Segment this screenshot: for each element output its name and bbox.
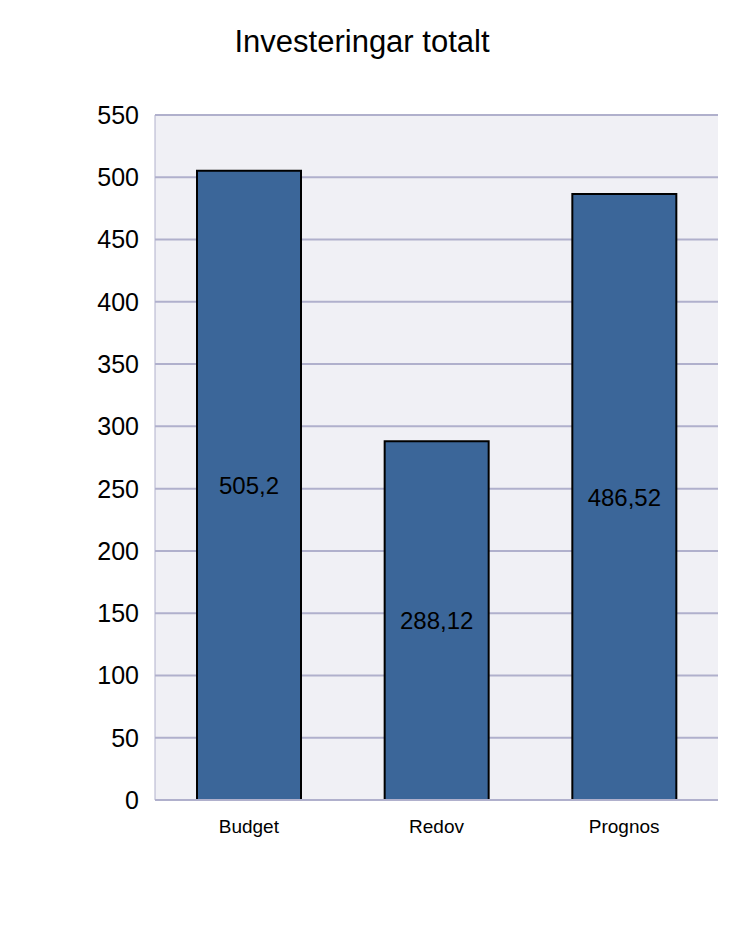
svg-text:50: 50	[111, 724, 139, 752]
svg-text:350: 350	[97, 350, 139, 378]
svg-text:288,12: 288,12	[400, 607, 473, 634]
svg-text:300: 300	[97, 412, 139, 440]
svg-text:200: 200	[97, 537, 139, 565]
svg-text:150: 150	[97, 599, 139, 627]
svg-text:505,2: 505,2	[219, 472, 279, 499]
svg-text:Prognos: Prognos	[589, 816, 660, 837]
svg-text:0: 0	[125, 786, 139, 814]
svg-text:450: 450	[97, 225, 139, 253]
svg-text:Budget: Budget	[219, 816, 280, 837]
svg-text:400: 400	[97, 288, 139, 316]
svg-text:100: 100	[97, 661, 139, 689]
svg-text:486,52: 486,52	[588, 484, 661, 511]
svg-text:Redov: Redov	[409, 816, 464, 837]
html-text:Investeringar totalt: Investeringar totalt	[234, 24, 490, 59]
svg-text:550: 550	[97, 101, 139, 129]
svg-text:250: 250	[97, 475, 139, 503]
svg-text:500: 500	[97, 163, 139, 191]
